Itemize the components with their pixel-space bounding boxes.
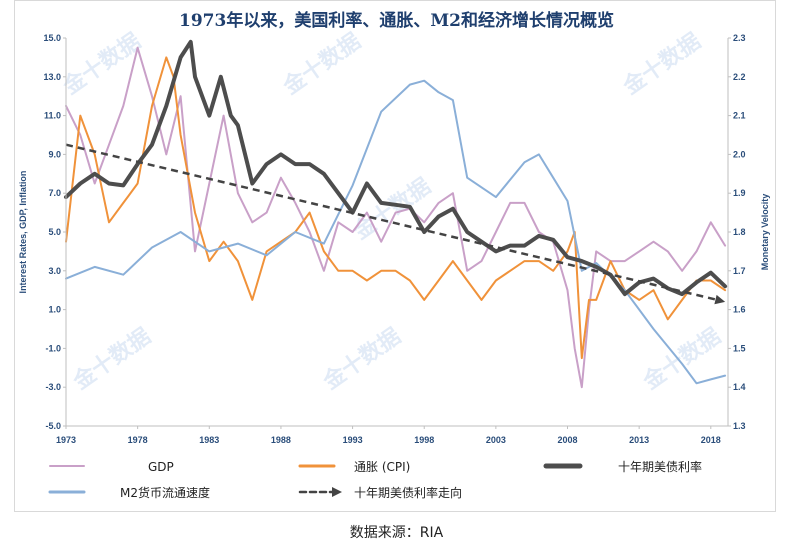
y-left-tick-label: -3.0 xyxy=(45,382,61,392)
y-right-tick-label: 1.5 xyxy=(733,343,746,353)
y-right-tick-label: 2.1 xyxy=(733,111,746,121)
series-layer xyxy=(64,39,728,389)
legend-label-treasury: 十年期美债利率 xyxy=(618,459,702,474)
y-left-tick-label: -1.0 xyxy=(45,343,61,353)
legend-label-trend: 十年期美债利率走向 xyxy=(354,485,462,500)
trend-arrowhead xyxy=(714,294,726,305)
series-line-treasury xyxy=(64,39,728,297)
x-tick-label: 1998 xyxy=(414,435,434,445)
y-left-tick-label: 9.0 xyxy=(48,149,61,159)
y-right-tick-label: 1.9 xyxy=(733,188,746,198)
x-tick-label: 1983 xyxy=(199,435,219,445)
source-note: 数据来源：RIA xyxy=(349,525,444,541)
watermark-text: 金十数据 xyxy=(278,28,366,100)
y-right-tick-label: 1.6 xyxy=(733,305,746,315)
trend-line xyxy=(65,143,718,302)
y-right-tick-label: 2.2 xyxy=(733,72,746,82)
chart-title: 1973年以来，美国利率、通胀、M2和经济增长情况概览 xyxy=(179,11,614,31)
legend-label-gdp: GDP xyxy=(148,460,174,474)
x-tick-label: 2003 xyxy=(486,435,506,445)
legend: GDP 通胀 (CPI) 十年期美债利率 M2货币流通速度 十年期美债利率走向 xyxy=(48,459,702,500)
series-line-m2 xyxy=(65,79,727,385)
y-right-tick-label: 1.7 xyxy=(733,266,746,276)
watermark-text: 金十数据 xyxy=(638,323,726,395)
x-tick-label: 1973 xyxy=(56,435,76,445)
y-left-tick-label: 13.0 xyxy=(43,72,61,82)
x-tick-label: 2013 xyxy=(629,435,649,445)
y-right-tick-label: 1.4 xyxy=(733,382,746,392)
watermark-text: 金十数据 xyxy=(318,323,406,395)
x-tick-label: 2008 xyxy=(557,435,577,445)
x-tick-label: 1988 xyxy=(271,435,291,445)
x-tick-label: 2018 xyxy=(701,435,721,445)
watermark-text: 金十数据 xyxy=(58,28,146,100)
y-right-tick-label: 1.8 xyxy=(733,227,746,237)
y-left-tick-label: 5.0 xyxy=(48,227,61,237)
watermark-text: 金十数据 xyxy=(348,173,436,245)
legend-label-m2: M2货币流通速度 xyxy=(120,485,210,500)
y-left-tick-label: 15.0 xyxy=(43,33,61,43)
y-left-axis-title: Interest Rates, GDP, Inflation xyxy=(18,171,28,294)
y-left-tick-label: 3.0 xyxy=(48,266,61,276)
watermark-text: 金十数据 xyxy=(68,323,156,395)
y-left-tick-label: 11.0 xyxy=(44,111,61,121)
y-left-tick-label: 1.0 xyxy=(48,305,61,315)
x-tick-label: 1978 xyxy=(128,435,148,445)
y-right-tick-label: 2.0 xyxy=(733,149,746,159)
y-left-tick-label: -5.0 xyxy=(45,421,61,431)
legend-label-cpi: 通胀 (CPI) xyxy=(354,460,410,474)
x-tick-label: 1993 xyxy=(343,435,363,445)
y-right-tick-label: 1.3 xyxy=(733,421,746,431)
y-right-axis-title: Monetary Velocity xyxy=(760,194,770,271)
watermark-text: 金十数据 xyxy=(618,28,706,100)
series-line-cpi xyxy=(65,56,727,360)
y-right-tick-label: 2.3 xyxy=(733,33,746,43)
y-left-tick-label: 7.0 xyxy=(48,188,61,198)
chart-frame xyxy=(14,0,776,512)
axes-layer: 15.0 13.0 11.0 9.0 7.0 5.0 3.0 1.0 -1.0 -3.0 -5.0 2… xyxy=(18,33,770,445)
legend-swatch-arrowhead xyxy=(332,487,342,497)
